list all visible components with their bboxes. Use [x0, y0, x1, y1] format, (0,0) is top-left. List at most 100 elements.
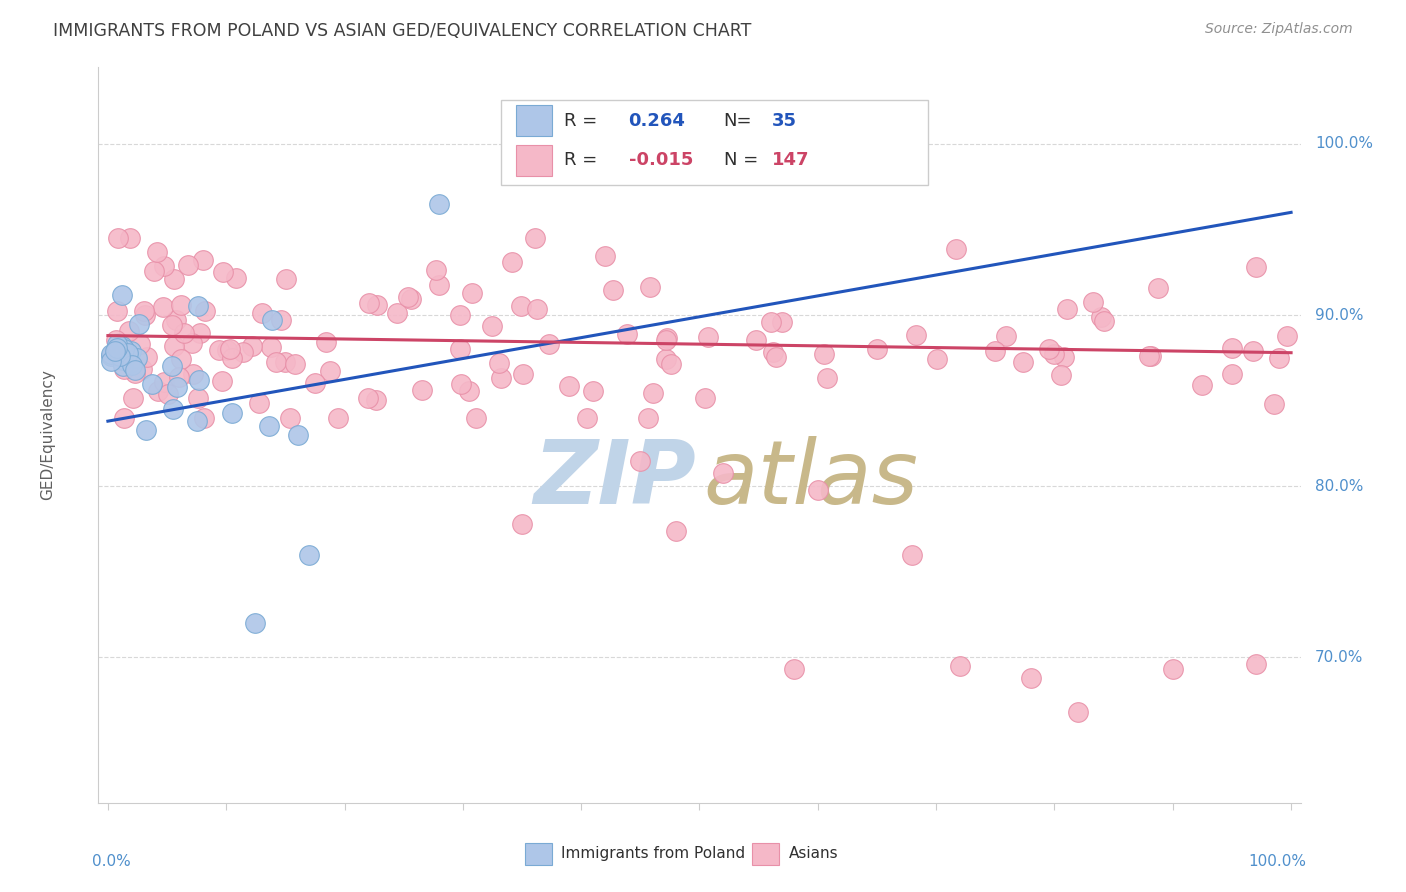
Point: [187, 300, 209, 314]
Point: [1277, 328, 1299, 343]
Bar: [516, 105, 551, 136]
Text: 100.0%: 100.0%: [1315, 136, 1374, 152]
Point: [188, 326, 211, 340]
Point: [1050, 368, 1073, 383]
Point: [211, 265, 233, 279]
Point: [661, 357, 683, 371]
Point: [1090, 310, 1112, 325]
Point: [593, 249, 616, 263]
Point: [221, 406, 243, 420]
Point: [160, 318, 183, 333]
Point: [274, 355, 297, 369]
Point: [240, 339, 263, 353]
Text: 100.0%: 100.0%: [1249, 855, 1306, 870]
Point: [152, 301, 174, 315]
Text: 80.0%: 80.0%: [1315, 479, 1364, 493]
Point: [111, 287, 134, 301]
Point: [1140, 349, 1163, 363]
Point: [108, 349, 131, 363]
Point: [411, 383, 433, 397]
Point: [180, 335, 202, 350]
Point: [318, 364, 340, 378]
Point: [582, 384, 605, 399]
Point: [510, 516, 533, 531]
Point: [1220, 367, 1243, 381]
Point: [264, 354, 287, 368]
Point: [693, 391, 716, 405]
Text: Immigrants from Poland: Immigrants from Poland: [561, 847, 745, 861]
Point: [112, 343, 135, 357]
Text: 0.0%: 0.0%: [93, 855, 131, 870]
Point: [134, 308, 156, 322]
Point: [250, 305, 273, 319]
Point: [100, 349, 122, 363]
Point: [711, 154, 734, 169]
Point: [105, 337, 128, 351]
Point: [1019, 671, 1042, 685]
Text: GED/Equivalency: GED/Equivalency: [41, 369, 55, 500]
Point: [262, 313, 284, 327]
Point: [162, 272, 184, 286]
Point: [1241, 343, 1264, 358]
Text: R =: R =: [564, 112, 603, 129]
Point: [260, 340, 283, 354]
Point: [328, 410, 350, 425]
Point: [654, 351, 676, 366]
Point: [166, 380, 188, 394]
Point: [153, 375, 176, 389]
Point: [357, 296, 380, 310]
Point: [637, 410, 659, 425]
Point: [489, 371, 512, 385]
Point: [450, 376, 472, 391]
Point: [616, 327, 638, 342]
Point: [247, 396, 270, 410]
Point: [221, 351, 243, 365]
Point: [1244, 260, 1267, 275]
Point: [1056, 302, 1078, 317]
Point: [512, 367, 534, 381]
Point: [215, 343, 238, 358]
Point: [112, 410, 135, 425]
Point: [1268, 351, 1291, 365]
Point: [108, 346, 131, 360]
Point: [170, 351, 193, 366]
Point: [815, 371, 838, 385]
Point: [628, 453, 651, 467]
Point: [118, 231, 141, 245]
Point: [104, 346, 127, 360]
Text: ZIP: ZIP: [533, 435, 696, 523]
Point: [107, 231, 129, 245]
Point: [298, 548, 321, 562]
Point: [1083, 294, 1105, 309]
Point: [1244, 657, 1267, 672]
Point: [458, 384, 481, 398]
Point: [501, 255, 523, 269]
Point: [1220, 341, 1243, 355]
Point: [366, 298, 388, 312]
Point: [145, 244, 167, 259]
Point: [208, 343, 231, 358]
Point: [425, 263, 447, 277]
Point: [156, 387, 179, 401]
Point: [602, 284, 624, 298]
Point: [994, 328, 1017, 343]
Point: [1043, 347, 1066, 361]
Point: [481, 318, 503, 333]
Point: [949, 659, 972, 673]
Point: [160, 359, 183, 374]
Point: [745, 333, 768, 347]
Bar: [526, 843, 551, 864]
Point: [134, 304, 156, 318]
Point: [762, 344, 785, 359]
Point: [118, 324, 141, 338]
Point: [366, 393, 388, 408]
Point: [121, 358, 143, 372]
Point: [100, 347, 122, 361]
Point: [461, 286, 484, 301]
Point: [315, 335, 337, 350]
Point: [427, 196, 450, 211]
Point: [655, 331, 678, 345]
Point: [124, 367, 146, 381]
Text: 147: 147: [772, 152, 808, 169]
Point: [945, 242, 967, 256]
